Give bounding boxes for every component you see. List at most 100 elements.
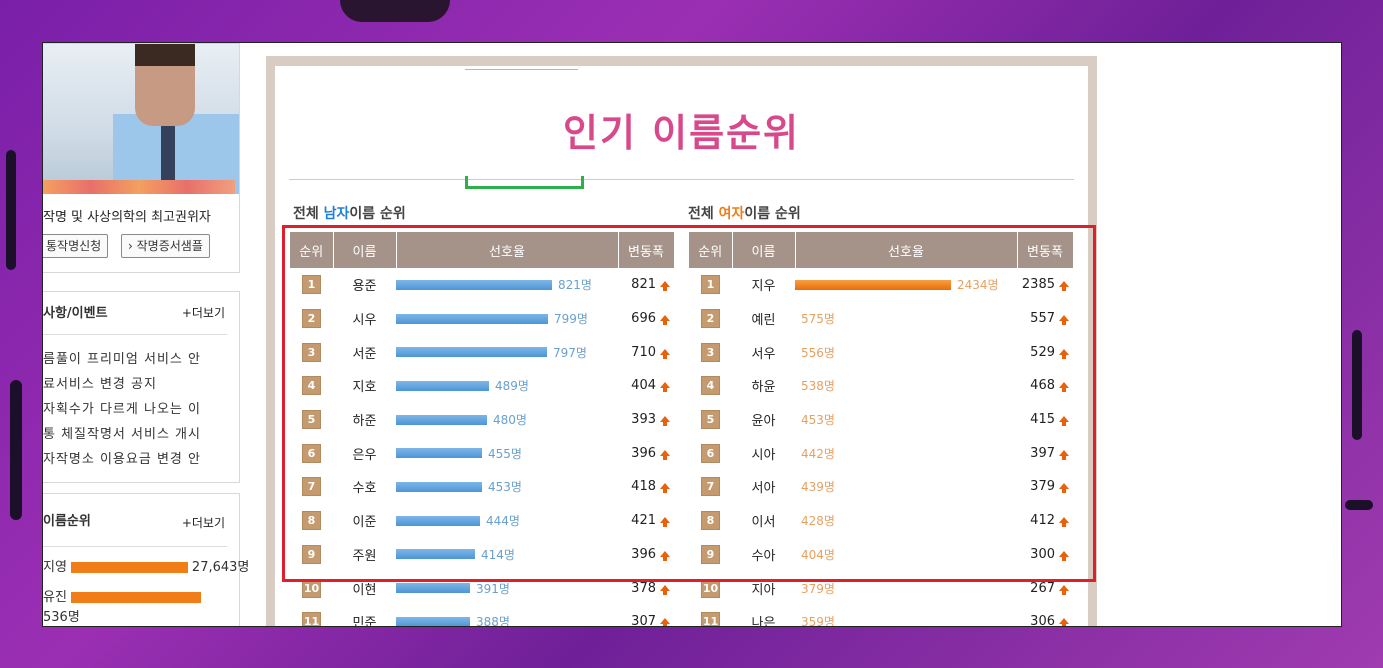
ranking-item-name: 유진 [43,590,67,605]
up-arrow-icon [660,382,670,393]
rank-badge: 9 [701,544,720,564]
change-value: 267 [1030,580,1055,596]
change-value: 821 [631,277,656,293]
up-arrow-icon [660,315,670,326]
change-value: 397 [1030,445,1055,461]
column-header-name: 이름 [333,232,397,268]
certificate-sample-button[interactable]: › 작명증서샘플 [121,234,210,258]
name-cell: 이서 [751,515,776,531]
name-cell: 서준 [352,346,377,362]
notice-item[interactable]: 자작명소 이용요금 변경 안 [43,452,201,467]
change-cell: 821 [618,268,674,302]
change-value: 412 [1030,513,1055,529]
name-cell: 나은 [751,616,776,627]
preference-bar [396,515,480,526]
preference-count: 428명 [801,514,835,529]
change-cell: 710 [618,335,674,369]
change-cell: 396 [618,538,674,572]
ranking-box: 이름순위 +더보기 지영 27,643명 유진 536명 [43,493,249,626]
table-row: 5 하준 480명 393 [290,403,674,437]
change-value: 379 [1030,479,1055,495]
notice-item[interactable]: 름풀이 프리미엄 서비스 안 [43,352,201,367]
up-arrow-icon [1059,315,1069,326]
preference-count: 379명 [801,581,835,596]
ranking-item-bar [70,562,188,573]
change-value: 415 [1030,412,1055,428]
preference-count: 2434명 [957,278,999,293]
preference-count: 444명 [486,514,520,529]
up-arrow-icon [660,416,670,427]
ranking-item[interactable]: 유진 [43,586,205,605]
ranking-more-link[interactable]: +더보기 [181,516,225,530]
name-cell: 주원 [352,548,377,564]
female-section-highlight: 여자 [718,206,745,222]
ranking-item[interactable]: 지영 27,643명 [43,556,249,575]
rank-badge: 6 [701,443,720,463]
divider [43,546,227,547]
background-stroke [6,150,16,270]
ranking-panel: 인기 이름순위 전체 남자이름 순위 전체 여자이름 순위 순위 이름 선호율 … [266,56,1097,627]
rank-badge: 9 [302,544,321,564]
notice-box: 사항/이벤트 +더보기 름풀이 프리미엄 서비스 안 료서비스 변경 공지 자획… [43,291,240,483]
rank-badge: 4 [302,376,321,396]
tab-indicator [465,176,584,189]
column-header-preference: 선호율 [795,232,1018,268]
change-cell: 300 [1017,538,1073,572]
table-row: 7 서아 439명 379 [689,470,1073,504]
change-cell: 415 [1017,403,1073,437]
name-cell: 지호 [352,380,377,396]
rank-badge: 5 [701,410,720,430]
table-row: 3 서준 797명 710 [290,335,674,369]
change-value: 468 [1030,378,1055,394]
rank-badge: 6 [302,443,321,463]
preference-bar [396,481,482,492]
table-row: 7 수호 453명 418 [290,470,674,504]
preference-bar [396,313,548,324]
name-cell: 예린 [751,313,776,329]
preference-count: 575명 [801,312,835,327]
background-stroke [1345,500,1373,510]
ranking-item-name: 지영 [43,560,67,575]
column-header-name: 이름 [732,232,796,268]
change-cell: 267 [1017,571,1073,605]
notice-item[interactable]: 통 체질작명서 서비스 개시 [43,427,201,442]
change-value: 306 [1030,614,1055,627]
rank-badge: 8 [701,511,720,531]
page-title: 인기 이름순위 [563,111,800,155]
table-row: 2 예린 575명 557 [689,302,1073,336]
female-section-prefix: 전체 [688,206,719,222]
tab-top-line [465,69,578,70]
name-cell: 민준 [352,616,377,627]
rank-badge: 11 [701,612,720,626]
preference-count: 453명 [801,413,835,428]
table-row: 5 윤아 453명 415 [689,403,1073,437]
column-header-rank: 순위 [290,232,334,268]
table-row: 6 은우 455명 396 [290,436,674,470]
column-header-rank: 순위 [689,232,733,268]
change-cell: 306 [1017,605,1073,627]
notice-more-link[interactable]: +더보기 [181,306,225,320]
browser-viewport: 작명 및 사상의학의 최고권위자 통작명신청 › 작명증서샘플 사항/이벤트 +… [42,42,1342,627]
preference-bar [396,380,489,391]
name-cell: 하윤 [751,380,776,396]
change-value: 557 [1030,311,1055,327]
change-cell: 557 [1017,302,1073,336]
up-arrow-icon [1059,483,1069,494]
change-value: 300 [1030,546,1055,562]
table-row: 10 지아 379명 267 [689,571,1073,605]
profile-tagline: 작명 및 사상의학의 최고권위자 [43,210,211,225]
change-cell: 468 [1017,369,1073,403]
table-row: 4 지호 489명 404 [290,369,674,403]
change-value: 529 [1030,344,1055,360]
up-arrow-icon [660,449,670,460]
male-section-highlight: 남자 [323,206,350,222]
up-arrow-icon [660,483,670,494]
female-section-suffix: 이름 순위 [744,206,801,222]
notice-item[interactable]: 료서비스 변경 공지 [43,377,157,392]
change-cell: 307 [618,605,674,626]
naming-request-button[interactable]: 통작명신청 [43,234,109,258]
name-cell: 이현 [352,582,377,598]
name-cell: 수아 [751,548,776,564]
notice-item[interactable]: 자획수가 다르게 나오는 이 [43,402,201,417]
change-value: 378 [631,580,656,596]
